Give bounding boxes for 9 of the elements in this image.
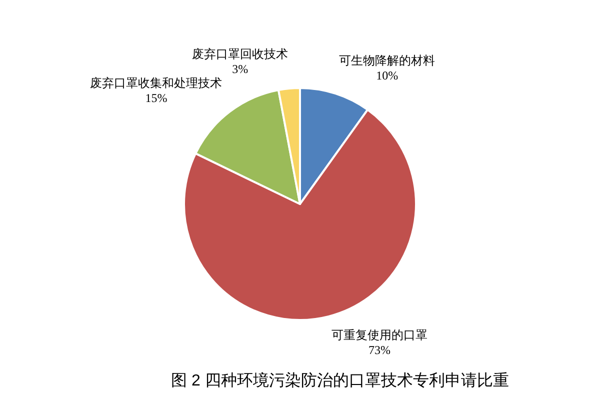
text: 图 2 四种环境污染防治的口罩技术专利申请比重 [171,372,509,390]
slice-label: 废弃口罩收集和处理技术 [90,76,222,90]
data-label: 73% [368,343,391,358]
data-label: 3% [232,62,248,76]
data-label: 10% [376,68,398,82]
slice-label: 可重复使用的口罩 [332,328,428,342]
slice-label: 可生物降解的材料 [339,53,436,68]
data-label: 15% [145,90,168,105]
slice-label: 废弃口罩回收技术 [192,47,288,62]
